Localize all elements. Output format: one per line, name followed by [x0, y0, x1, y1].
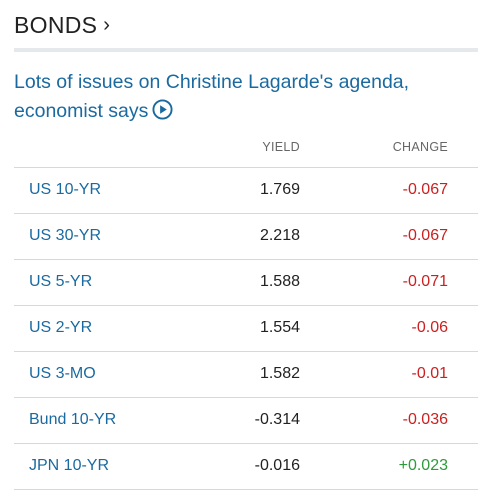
table-row: US 30-YR 2.218 -0.067 [14, 214, 478, 260]
bond-name-link[interactable]: US 30-YR [29, 227, 102, 244]
section-title: BONDS [14, 12, 98, 38]
headline-text: Lots of issues on Christine Lagarde's ag… [14, 71, 410, 122]
bond-yield: 2.218 [259, 227, 300, 244]
column-header-yield: YIELD [262, 140, 300, 154]
chevron-right-icon: › [103, 14, 111, 36]
table-row: US 5-YR 1.588 -0.071 [14, 260, 478, 306]
table-row: US 3-MO 1.582 -0.01 [14, 352, 478, 398]
column-header-change: CHANGE [392, 140, 448, 154]
bond-yield: 1.582 [259, 365, 300, 382]
bond-yield: 1.554 [259, 319, 300, 336]
bond-change: -0.036 [402, 411, 448, 428]
bond-change: -0.01 [411, 365, 448, 382]
bond-name-link[interactable]: US 2-YR [29, 319, 93, 336]
bond-name-link[interactable]: US 10-YR [29, 181, 102, 198]
bond-name-link[interactable]: US 5-YR [29, 273, 93, 290]
bonds-section-link[interactable]: BONDS › [14, 12, 110, 39]
bond-change: -0.071 [402, 273, 448, 290]
bond-change: -0.06 [411, 319, 448, 336]
table-row: US 2-YR 1.554 -0.06 [14, 306, 478, 352]
news-headline-link[interactable]: Lots of issues on Christine Lagarde's ag… [14, 68, 464, 126]
table-header: YIELD CHANGE [14, 130, 478, 168]
bond-change: -0.067 [402, 181, 448, 198]
table-row: US 10-YR 1.769 -0.067 [14, 168, 478, 214]
bond-yield: -0.314 [254, 411, 300, 428]
table-row: JPN 10-YR -0.016 +0.023 [14, 444, 478, 490]
bonds-table: US 10-YR 1.769 -0.067 US 30-YR 2.218 -0.067 US… [14, 168, 478, 490]
bond-yield: -0.016 [254, 457, 300, 474]
bond-name-link[interactable]: US 3-MO [29, 365, 96, 382]
bond-name-link[interactable]: Bund 10-YR [29, 411, 117, 428]
header-divider [14, 48, 478, 52]
bond-yield: 1.588 [259, 273, 300, 290]
table-row: Bund 10-YR -0.314 -0.036 [14, 398, 478, 444]
bond-yield: 1.769 [259, 181, 300, 198]
bond-change: +0.023 [398, 457, 448, 474]
bond-name-link[interactable]: JPN 10-YR [29, 457, 110, 474]
play-circle-icon[interactable] [152, 99, 173, 120]
bond-change: -0.067 [402, 227, 448, 244]
